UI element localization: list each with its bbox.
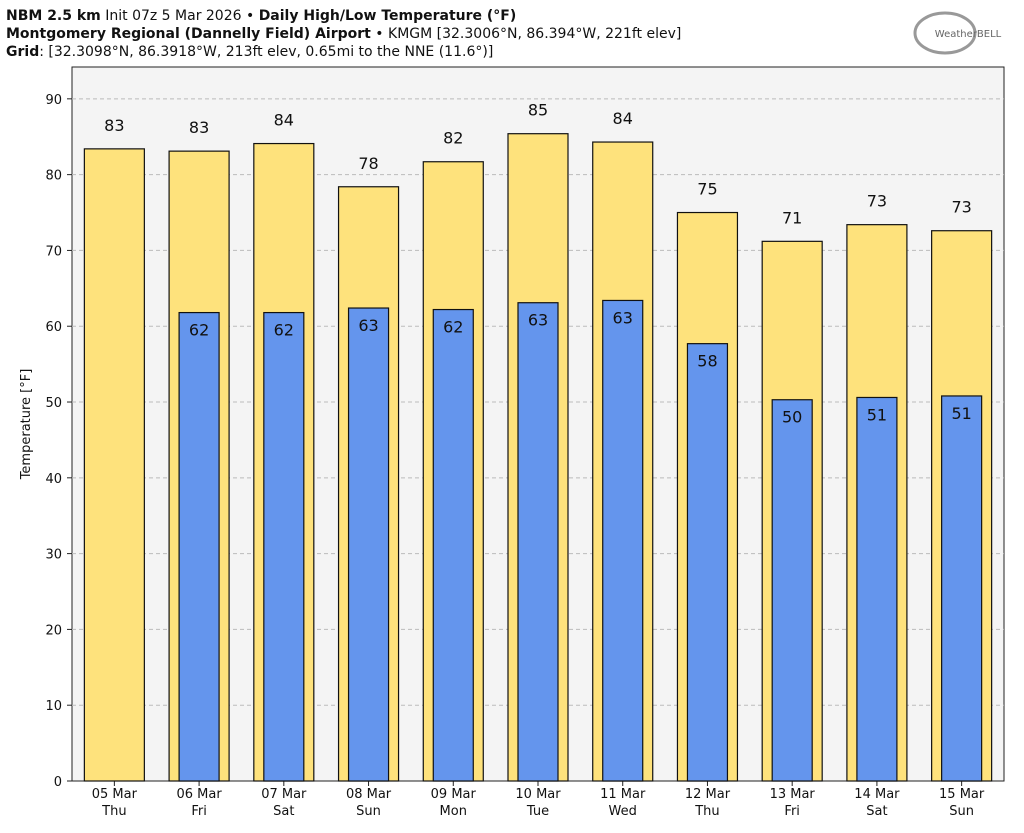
x-tick-label: Thu — [694, 804, 719, 819]
y-tick-label: 60 — [45, 320, 62, 335]
x-tick-label: Fri — [191, 804, 207, 819]
chart-title: NBM 2.5 km Init 07z 5 Mar 2026 • Daily H… — [6, 8, 516, 24]
y-tick-label: 70 — [45, 244, 62, 259]
x-tick-label: 07 Mar — [261, 787, 307, 802]
data-label: 50 — [782, 408, 802, 427]
data-label: 84 — [613, 109, 633, 128]
data-label: 73 — [951, 198, 971, 217]
x-tick-label: 06 Mar — [176, 787, 222, 802]
bar — [856, 396, 898, 782]
data-label: 63 — [528, 311, 548, 330]
data-label: 71 — [782, 208, 802, 227]
x-tick-label: 08 Mar — [346, 787, 392, 802]
grid-info: Grid: [32.3098°N, 86.3918°W, 213ft elev,… — [6, 44, 493, 60]
y-tick-label: 10 — [45, 699, 62, 714]
subtitle-part: Montgomery Regional (Dannelly Field) Air… — [6, 26, 371, 42]
x-tick-label: Sun — [949, 804, 974, 819]
data-label: 58 — [697, 352, 717, 371]
bar — [686, 343, 729, 782]
bar — [263, 311, 305, 782]
x-tick-label: 10 Mar — [515, 787, 561, 802]
data-label: 84 — [274, 111, 294, 130]
data-label: 75 — [697, 180, 717, 199]
y-tick-label: 30 — [45, 548, 62, 563]
data-label: 78 — [358, 154, 378, 173]
y-axis-label: Temperature [°F] — [19, 369, 34, 481]
bar — [178, 311, 220, 782]
x-tick-label: Sat — [273, 804, 294, 819]
title-part: Daily High/Low Temperature (°F) — [259, 8, 517, 24]
data-label: 63 — [613, 308, 633, 327]
y-tick-label: 90 — [45, 93, 62, 108]
bar — [432, 308, 474, 782]
x-tick-label: Fri — [784, 804, 800, 819]
data-label: 62 — [189, 321, 209, 340]
x-tick-label: 12 Mar — [685, 787, 731, 802]
bar — [602, 299, 644, 782]
data-label: 85 — [528, 101, 548, 120]
x-tick-label: Mon — [440, 804, 467, 819]
logo: WeatherBELL — [935, 29, 1002, 40]
x-tick-label: Sat — [866, 804, 887, 819]
data-label: 73 — [867, 192, 887, 211]
x-tick-label: 05 Mar — [92, 787, 138, 802]
bar — [347, 307, 390, 782]
logo-swirl — [913, 11, 977, 55]
x-tick-label: Thu — [101, 804, 126, 819]
data-label: 51 — [951, 404, 971, 423]
x-tick-label: Wed — [609, 804, 637, 819]
data-label: 83 — [104, 116, 124, 135]
data-label: 83 — [189, 118, 209, 137]
chart-subtitle: Montgomery Regional (Dannelly Field) Air… — [6, 26, 681, 42]
y-tick-label: 20 — [45, 623, 62, 638]
x-tick-label: 13 Mar — [770, 787, 816, 802]
subtitle-part: • KMGM [32.3006°N, 86.394°W, 221ft elev] — [371, 26, 681, 42]
x-tick-label: 14 Mar — [854, 787, 900, 802]
x-tick-label: Sun — [356, 804, 381, 819]
data-label: 51 — [867, 405, 887, 424]
data-label: 63 — [358, 316, 378, 335]
y-tick-label: 80 — [45, 169, 62, 184]
data-label: 82 — [443, 129, 463, 148]
data-label: 62 — [274, 321, 294, 340]
x-tick-label: 15 Mar — [939, 787, 985, 802]
y-tick-label: 50 — [45, 396, 62, 411]
grid-info-part: Grid — [6, 44, 39, 60]
grid-info-part: : [32.3098°N, 86.3918°W, 213ft elev, 0.6… — [39, 44, 493, 60]
y-tick-label: 0 — [54, 775, 62, 790]
bar — [771, 399, 813, 782]
bar — [517, 302, 559, 782]
bar — [83, 148, 145, 782]
title-part: NBM 2.5 km — [6, 8, 101, 24]
data-label: 62 — [443, 318, 463, 337]
y-tick-label: 40 — [45, 472, 62, 487]
title-part: Init 07z 5 Mar 2026 • — [101, 8, 259, 24]
x-tick-label: Tue — [526, 804, 549, 819]
bar — [941, 395, 983, 782]
x-tick-label: 09 Mar — [431, 787, 477, 802]
x-tick-label: 11 Mar — [600, 787, 646, 802]
